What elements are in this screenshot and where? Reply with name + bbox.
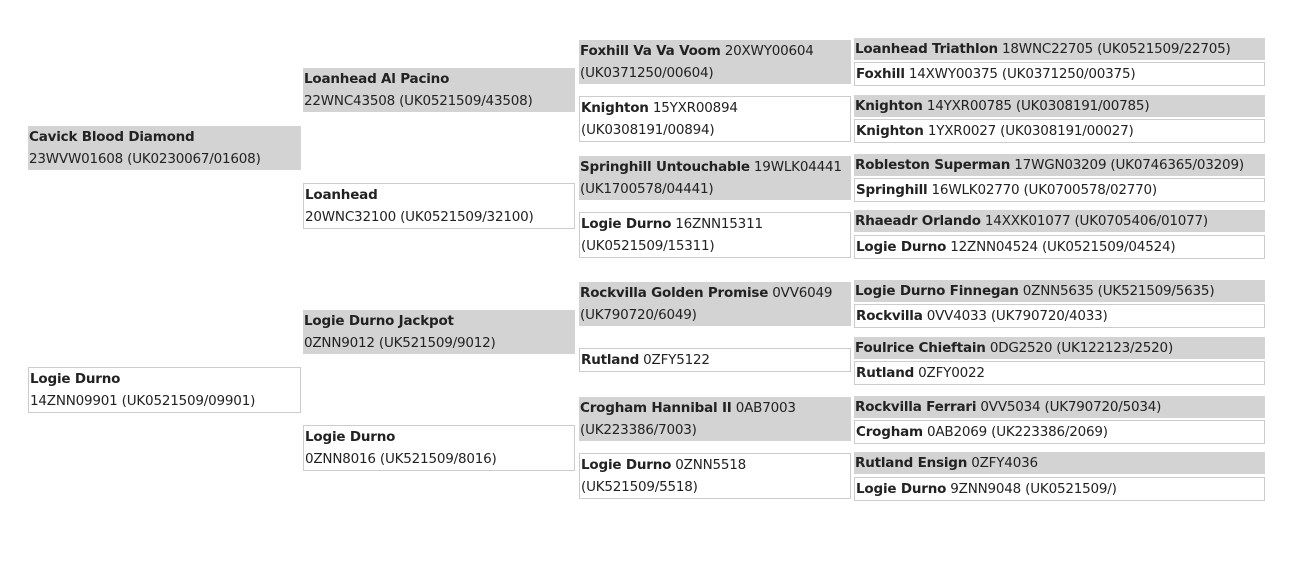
animal-name: Logie Durno xyxy=(581,457,672,473)
registration-id: 14YXR00785 (UK0308191/00785) xyxy=(926,98,1150,114)
registration-id: 0ZFY4036 xyxy=(971,455,1038,471)
registration-id: 19WLK04441 (UK1700578/04441) xyxy=(580,159,842,197)
pedigree-sire-box[interactable]: Foulrice Chieftain 0DG2520 (UK122123/252… xyxy=(854,337,1265,359)
registration-id: 0VV5034 (UK790720/5034) xyxy=(980,399,1162,415)
registration-id: 20WNC32100 (UK0521509/32100) xyxy=(305,209,534,225)
pedigree-dam-box[interactable]: Logie Durno 0ZNN5518 (UK521509/5518) xyxy=(579,453,851,499)
pedigree-sire-box[interactable]: Knighton 14YXR00785 (UK0308191/00785) xyxy=(854,95,1265,117)
registration-id: 0DG2520 (UK122123/2520) xyxy=(989,340,1174,356)
registration-id: 16ZNN15311 (UK0521509/15311) xyxy=(581,216,763,254)
pedigree-dam-box[interactable]: Rutland 0ZFY0022 xyxy=(854,361,1265,385)
animal-name: Knighton xyxy=(856,123,924,139)
animal-name: Foxhill Va Va Voom xyxy=(580,43,721,59)
pedigree-dam-box[interactable]: Logie Durno 16ZNN15311 (UK0521509/15311) xyxy=(579,212,851,258)
animal-name: Knighton xyxy=(581,100,649,116)
animal-name: Logie Durno Jackpot xyxy=(304,313,454,329)
registration-id: 14XXK01077 (UK0705406/01077) xyxy=(984,213,1208,229)
pedigree-dam-box[interactable]: Crogham 0AB2069 (UK223386/2069) xyxy=(854,420,1265,444)
registration-id: 1YXR0027 (UK0308191/00027) xyxy=(927,123,1134,139)
animal-name: Rutland xyxy=(856,365,915,381)
animal-name: Logie Durno xyxy=(856,481,947,497)
animal-name: Cavick Blood Diamond xyxy=(29,129,195,145)
registration-id: 14XWY00375 (UK0371250/00375) xyxy=(908,66,1136,82)
animal-name: Springhill Untouchable xyxy=(580,159,750,175)
pedigree-sire-box[interactable]: Rockvilla Ferrari 0VV5034 (UK790720/5034… xyxy=(854,396,1265,418)
pedigree-sire-box[interactable]: Cavick Blood Diamond 23WVW01608 (UK023006… xyxy=(28,126,301,170)
animal-name: Foxhill xyxy=(856,66,905,82)
registration-id: 15YXR00894 (UK0308191/00894) xyxy=(581,100,738,138)
registration-id: 0ZNN5518 (UK521509/5518) xyxy=(581,457,747,495)
pedigree-sire-box[interactable]: Crogham Hannibal II 0AB7003 (UK223386/70… xyxy=(579,397,851,441)
animal-name: Rutland xyxy=(581,352,640,368)
animal-name: Loanhead Triathlon xyxy=(855,41,998,57)
animal-name: Logie Durno xyxy=(856,239,947,255)
registration-id: 0ZFY0022 xyxy=(918,365,985,381)
registration-id: 20XWY00604 (UK0371250/00604) xyxy=(580,43,814,81)
pedigree-sire-box[interactable]: Rutland Ensign 0ZFY4036 xyxy=(854,452,1265,474)
pedigree-dam-box[interactable]: Rockvilla 0VV4033 (UK790720/4033) xyxy=(854,304,1265,328)
registration-id: 9ZNN9048 (UK0521509/) xyxy=(950,481,1117,497)
registration-id: 0ZFY5122 xyxy=(643,352,710,368)
registration-id: 22WNC43508 (UK0521509/43508) xyxy=(304,93,533,109)
animal-name: Rhaeadr Orlando xyxy=(855,213,981,229)
animal-name: Springhill xyxy=(856,182,928,198)
registration-id: 16WLK02770 (UK0700578/02770) xyxy=(931,182,1158,198)
animal-name: Rockvilla Golden Promise xyxy=(580,285,769,301)
pedigree-sire-box[interactable]: Springhill Untouchable 19WLK04441 (UK170… xyxy=(579,156,851,200)
animal-name: Logie Durno xyxy=(581,216,672,232)
animal-name: Loanhead Al Pacino xyxy=(304,71,450,87)
pedigree-dam-box[interactable]: Logie Durno 9ZNN9048 (UK0521509/) xyxy=(854,477,1265,501)
pedigree-sire-box[interactable]: Loanhead Triathlon 18WNC22705 (UK0521509… xyxy=(854,38,1265,60)
registration-id: 0VV4033 (UK790720/4033) xyxy=(926,308,1108,324)
animal-name: Robleston Superman xyxy=(855,157,1011,173)
registration-id: 12ZNN04524 (UK0521509/04524) xyxy=(950,239,1176,255)
registration-id: 18WNC22705 (UK0521509/22705) xyxy=(1002,41,1231,57)
animal-name: Crogham Hannibal II xyxy=(580,400,732,416)
animal-name: Foulrice Chieftain xyxy=(855,340,986,356)
registration-id: 23WVW01608 (UK0230067/01608) xyxy=(29,151,261,167)
registration-id: 0ZNN8016 (UK521509/8016) xyxy=(305,451,497,467)
registration-id: 14ZNN09901 (UK0521509/09901) xyxy=(30,393,256,409)
registration-id: 0VV6049 (UK790720/6049) xyxy=(580,285,833,323)
pedigree-sire-box[interactable]: Rhaeadr Orlando 14XXK01077 (UK0705406/01… xyxy=(854,210,1265,232)
pedigree-sire-box[interactable]: Logie Durno Jackpot 0ZNN9012 (UK521509/90… xyxy=(303,310,575,354)
pedigree-dam-box[interactable]: Rutland 0ZFY5122 xyxy=(579,348,851,372)
pedigree-dam-box[interactable]: Logie Durno 0ZNN8016 (UK521509/8016) xyxy=(303,425,575,471)
pedigree-sire-box[interactable]: Loanhead Al Pacino 22WNC43508 (UK0521509/… xyxy=(303,68,575,112)
animal-name: Loanhead xyxy=(305,187,378,203)
pedigree-sire-box[interactable]: Rockvilla Golden Promise 0VV6049 (UK7907… xyxy=(579,282,851,326)
animal-name: Crogham xyxy=(856,424,923,440)
registration-id: 0AB7003 (UK223386/7003) xyxy=(580,400,796,438)
pedigree-dam-box[interactable]: Logie Durno 12ZNN04524 (UK0521509/04524) xyxy=(854,235,1265,259)
pedigree-dam-box[interactable]: Loanhead 20WNC32100 (UK0521509/32100) xyxy=(303,183,575,229)
animal-name: Logie Durno xyxy=(30,371,121,387)
animal-name: Rockvilla Ferrari xyxy=(855,399,977,415)
animal-name: Rockvilla xyxy=(856,308,923,324)
animal-name: Knighton xyxy=(855,98,923,114)
registration-id: 0ZNN5635 (UK521509/5635) xyxy=(1022,283,1215,299)
pedigree-sire-box[interactable]: Logie Durno Finnegan 0ZNN5635 (UK521509/… xyxy=(854,280,1265,302)
pedigree-dam-box[interactable]: Knighton 15YXR00894 (UK0308191/00894) xyxy=(579,96,851,142)
animal-name: Logie Durno xyxy=(305,429,396,445)
pedigree-dam-box[interactable]: Foxhill 14XWY00375 (UK0371250/00375) xyxy=(854,62,1265,86)
animal-name: Logie Durno Finnegan xyxy=(855,283,1019,299)
pedigree-sire-box[interactable]: Robleston Superman 17WGN03209 (UK0746365… xyxy=(854,154,1265,176)
pedigree-dam-box[interactable]: Knighton 1YXR0027 (UK0308191/00027) xyxy=(854,119,1265,143)
pedigree-dam-box[interactable]: Springhill 16WLK02770 (UK0700578/02770) xyxy=(854,178,1265,202)
pedigree-dam-box[interactable]: Logie Durno 14ZNN09901 (UK0521509/09901) xyxy=(28,367,301,413)
registration-id: 0AB2069 (UK223386/2069) xyxy=(927,424,1108,440)
animal-name: Rutland Ensign xyxy=(855,455,968,471)
registration-id: 0ZNN9012 (UK521509/9012) xyxy=(304,335,496,351)
registration-id: 17WGN03209 (UK0746365/03209) xyxy=(1014,157,1244,173)
pedigree-sire-box[interactable]: Foxhill Va Va Voom 20XWY00604 (UK0371250… xyxy=(579,40,851,84)
